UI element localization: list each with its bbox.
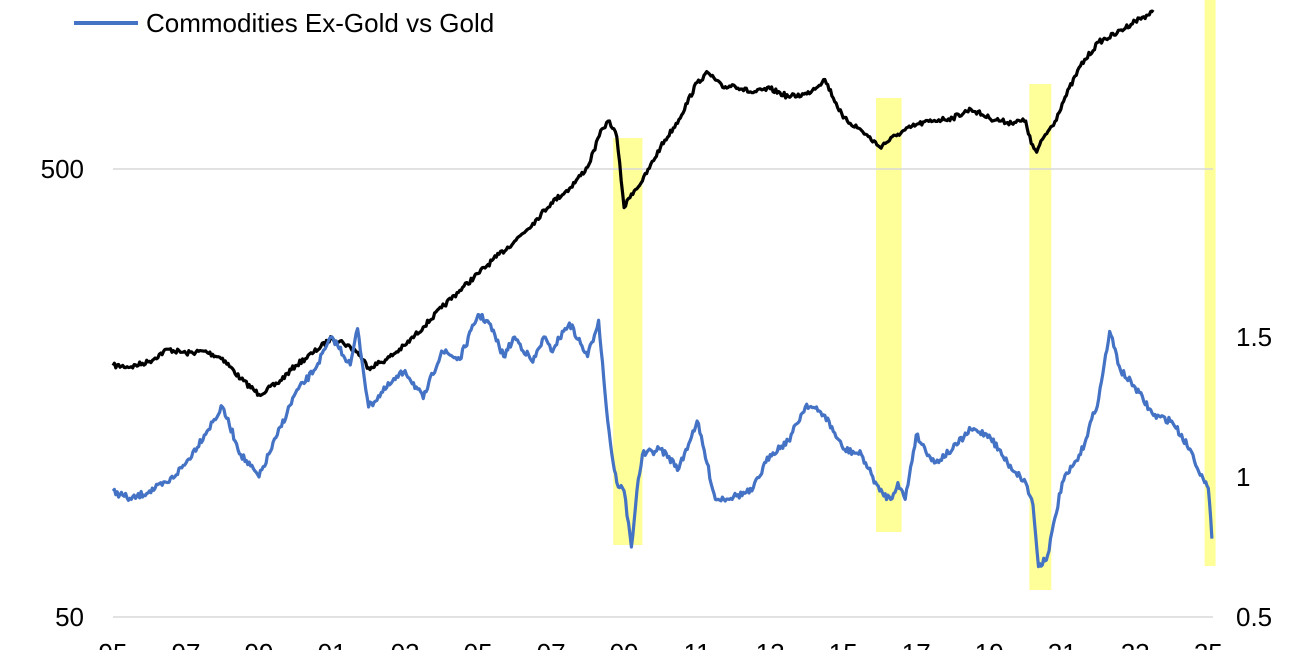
- axis-tick-labels: 50 500 0.5 1 1.5 95 97 99 01 03 05 07 09 11 13 15 17 19 21…: [41, 154, 1273, 650]
- x-axis-tick-label: 11: [684, 638, 711, 650]
- x-axis-tick-label: 17: [902, 638, 931, 650]
- right-axis-tick-label: 1.5: [1236, 322, 1272, 352]
- left-axis-tick-label: 50: [55, 602, 84, 632]
- right-axis-tick-label: 0.5: [1236, 602, 1272, 632]
- x-axis-tick-label: 99: [245, 638, 274, 650]
- x-axis-tick-label: 19: [975, 638, 1004, 650]
- highlight-bands: [613, 0, 1216, 590]
- x-axis-tick-label: 23: [1121, 638, 1150, 650]
- x-axis-tick-label: 01: [318, 638, 347, 650]
- right-axis-tick-label: 1: [1236, 462, 1250, 492]
- highlight-band: [1029, 84, 1052, 590]
- legend-label: Commodities Ex-Gold vs Gold: [146, 8, 494, 38]
- highlight-band: [1204, 0, 1216, 566]
- series-lines: [111, 9, 1214, 569]
- x-axis-tick-label: 21: [1048, 638, 1077, 650]
- gridlines: [113, 168, 1213, 618]
- x-axis-tick-label: 05: [464, 638, 493, 650]
- x-axis-tick-label: 95: [99, 638, 128, 650]
- legend: Commodities Ex-Gold vs Gold: [74, 8, 494, 38]
- x-axis-tick-label: 09: [610, 638, 639, 650]
- x-axis-tick-label: 15: [829, 638, 858, 650]
- x-axis-tick-label: 97: [172, 638, 201, 650]
- x-axis-tick-label: 03: [391, 638, 420, 650]
- blue-series-line: [111, 312, 1214, 569]
- x-axis-tick-label: 13: [756, 638, 785, 650]
- black-series-line: [111, 9, 1155, 398]
- x-axis-tick-label: 25: [1194, 638, 1223, 650]
- highlight-band: [876, 98, 902, 532]
- left-axis-tick-label: 500: [41, 154, 84, 184]
- x-axis-tick-label: 07: [537, 638, 566, 650]
